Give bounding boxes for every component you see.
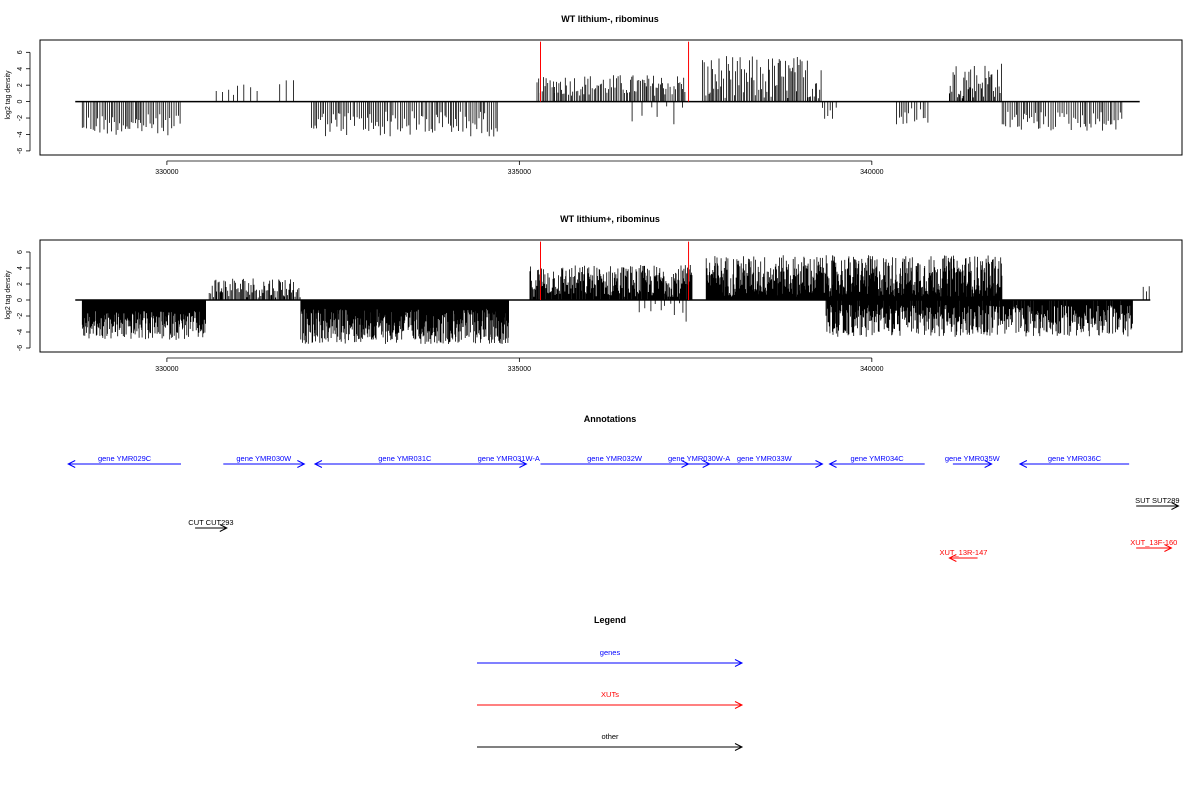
density-bar-series — [81, 255, 1150, 344]
arrow-head — [219, 524, 228, 532]
y-tick-label: 0 — [17, 100, 24, 104]
y-tick-label: 6 — [17, 50, 24, 54]
y-tick-label: 0 — [17, 298, 24, 302]
legend-entry: XUTs — [477, 690, 744, 709]
track-lithium-minus: WT lithium-, ribominus log2 tag density … — [5, 14, 1183, 176]
y-tick-label: -6 — [17, 148, 24, 154]
legend-title: Legend — [594, 615, 626, 625]
annotation-feature: CUT CUT293 — [188, 518, 234, 532]
arrow-head — [297, 460, 306, 468]
arrow-head — [734, 701, 744, 709]
track-title: WT lithium-, ribominus — [561, 14, 659, 24]
annotation-feature: gene YMR032W — [540, 454, 690, 468]
y-tick-label: -2 — [17, 313, 24, 319]
x-tick-label: 335000 — [508, 366, 531, 373]
legend-entry: other — [477, 732, 744, 751]
feature-label: gene YMR035W — [945, 454, 1001, 463]
annotation-feature: gene YMR035W — [945, 454, 1001, 468]
feature-label: gene YMR033W — [737, 454, 793, 463]
legend-panel: Legend genes XUTs other — [477, 615, 744, 751]
feature-label: gene YMR030W-A — [668, 454, 730, 463]
legend-label: other — [601, 732, 619, 741]
y-axis-label: log2 tag density — [5, 270, 12, 320]
annotation-feature: gene YMR030W-A — [668, 454, 730, 468]
feature-label: gene YMR034C — [850, 454, 904, 463]
arrow-head — [815, 460, 824, 468]
annotation-feature: gene YMR030W — [223, 454, 306, 468]
x-tick-label: 335000 — [508, 169, 531, 176]
y-tick-label: 6 — [17, 250, 24, 254]
arrow-head — [828, 460, 837, 468]
x-tick-label: 340000 — [860, 366, 883, 373]
y-tick-label: -4 — [17, 329, 24, 335]
annotation-feature: SUT SUT289 — [1135, 496, 1180, 510]
arrow-head — [1171, 502, 1180, 510]
annotations-title: Annotations — [584, 414, 637, 424]
annotation-feature: gene YMR036C — [1018, 454, 1130, 468]
arrow-head — [984, 460, 993, 468]
feature-label: gene YMR032W — [587, 454, 643, 463]
legend-entries: genes XUTs other — [477, 648, 744, 751]
x-tick-label: 340000 — [860, 169, 883, 176]
arrow-head — [734, 743, 744, 751]
x-tick-label: 330000 — [155, 169, 178, 176]
annotation-feature: gene YMR031C — [313, 454, 495, 468]
x-tick-label: 330000 — [155, 366, 178, 373]
density-bars — [75, 41, 1140, 137]
annotations-panel: Annotations gene YMR029C gene YMR030W gene… — [67, 414, 1180, 562]
y-tick-label: 2 — [17, 282, 24, 286]
legend-label: XUTs — [601, 690, 619, 699]
plot-frame — [39, 39, 1183, 156]
annotation-feature: gene YMR029C — [67, 454, 181, 468]
arrow-head — [313, 460, 323, 468]
track-title: WT lithium+, ribominus — [560, 214, 660, 224]
y-tick-label: 4 — [17, 266, 24, 270]
y-tick-label: -4 — [17, 131, 24, 137]
track-lithium-plus: WT lithium+, ribominus log2 tag density … — [5, 214, 1183, 373]
feature-label: XUT_13R-147 — [939, 548, 987, 557]
annotation-features: gene YMR029C gene YMR030W gene YMR031C gene… — [67, 454, 1180, 562]
arrow-head — [1164, 544, 1173, 552]
arrow-head — [67, 460, 76, 468]
annotation-feature: gene YMR031W-A — [478, 454, 540, 468]
plot-frame — [39, 239, 1183, 353]
annotation-feature: gene YMR033W — [706, 454, 824, 468]
density-bar-series — [81, 56, 1123, 137]
density-bars — [75, 241, 1151, 344]
feature-label: gene YMR036C — [1048, 454, 1102, 463]
y-tick-label: 2 — [17, 83, 24, 87]
axes: -6 -4 -2 0 2 4 6 330000 335000 340000 — [17, 50, 884, 176]
feature-label: gene YMR031W-A — [478, 454, 540, 463]
feature-label: gene YMR030W — [236, 454, 292, 463]
arrow-head — [681, 460, 690, 468]
arrow-head — [1018, 460, 1028, 468]
axes: -6 -4 -2 0 2 4 6 330000 335000 340000 — [17, 250, 884, 373]
annotation-feature: gene YMR034C — [828, 454, 925, 468]
feature-label: SUT SUT289 — [1135, 496, 1179, 505]
legend-entry: genes — [477, 648, 744, 667]
legend-label: genes — [600, 648, 621, 657]
arrow-head — [734, 659, 744, 667]
arrow-head — [948, 554, 957, 562]
arrow-head — [519, 460, 528, 468]
feature-label: gene YMR031C — [378, 454, 432, 463]
y-axis-label: log2 tag density — [5, 70, 12, 120]
feature-label: gene YMR029C — [98, 454, 152, 463]
y-tick-label: -2 — [17, 115, 24, 121]
annotation-feature: XUT_13R-147 — [939, 548, 987, 562]
feature-label: CUT CUT293 — [188, 518, 233, 527]
y-tick-label: -6 — [17, 345, 24, 351]
annotation-feature: XUT_13F-160 — [1130, 538, 1177, 552]
y-tick-label: 4 — [17, 67, 24, 71]
feature-label: XUT_13F-160 — [1130, 538, 1177, 547]
